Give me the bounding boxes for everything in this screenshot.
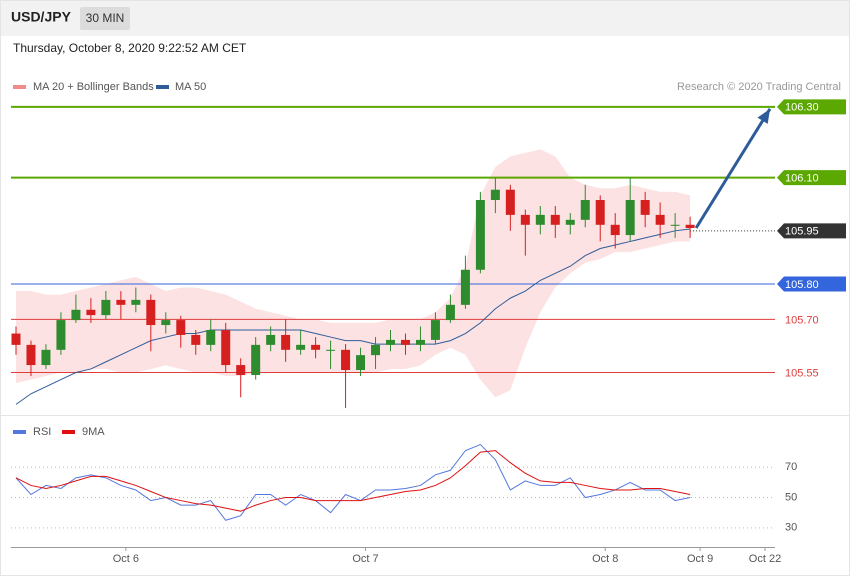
indicator-line	[15, 450, 691, 512]
level-tag	[777, 223, 846, 239]
candle-body	[490, 189, 500, 200]
level-tag	[777, 170, 846, 186]
candle-body	[445, 304, 455, 321]
candle-body	[565, 219, 575, 225]
candle-body	[161, 320, 171, 326]
level-label: 106.30	[785, 102, 819, 114]
candle-body	[341, 349, 351, 371]
candle-body	[595, 199, 605, 225]
candle-body	[386, 339, 395, 345]
candle-body	[460, 269, 470, 305]
candle-body	[550, 214, 560, 225]
candle-body	[116, 299, 126, 305]
legend-label: RSI	[33, 426, 51, 438]
candle-body	[281, 334, 291, 350]
level-tag	[777, 276, 846, 292]
y-tick-label: 30	[785, 522, 797, 534]
candle-body	[56, 320, 66, 350]
header-bar	[0, 0, 850, 36]
candle-body	[655, 214, 665, 225]
legend-swatch	[13, 85, 26, 89]
legend-swatch	[62, 430, 75, 434]
x-tick-label: Oct 9	[687, 553, 713, 565]
symbol: USD/JPY	[11, 9, 72, 25]
x-tick-label: Oct 8	[592, 553, 618, 565]
candle-body	[206, 329, 216, 345]
candle-body	[251, 344, 261, 375]
candle-body	[400, 339, 410, 345]
candle-body	[505, 189, 515, 215]
candle-body	[371, 344, 381, 356]
level-label: 105.55	[785, 367, 819, 379]
candle-body	[311, 344, 321, 350]
legend-label: MA 20 + Bollinger Bands	[33, 81, 154, 93]
level-tag	[777, 99, 846, 115]
candle-body	[430, 320, 440, 340]
candle-body	[191, 334, 201, 345]
level-label: 105.70	[785, 314, 819, 326]
candle-body	[296, 344, 306, 350]
forecast-arrow	[694, 108, 772, 229]
candle-body	[176, 320, 186, 335]
legend-swatch	[156, 85, 169, 89]
candle-body	[86, 309, 96, 316]
bollinger-band	[15, 149, 691, 398]
x-tick-label: Oct 6	[113, 553, 139, 565]
interval: 30 MIN	[86, 11, 125, 25]
candle-body	[640, 199, 650, 215]
attribution: Research © 2020 Trading Central	[677, 81, 841, 93]
ma-line	[15, 228, 691, 405]
candle-body	[101, 299, 111, 316]
interval-tag	[80, 7, 130, 30]
candle-body	[520, 214, 530, 225]
x-tick-label: Oct 7	[352, 553, 378, 565]
forecast-arrowhead	[757, 108, 770, 124]
candle-body	[535, 214, 545, 225]
candle-body	[236, 365, 246, 375]
candle-body	[221, 329, 231, 366]
candle-body	[11, 333, 21, 345]
level-label: 106.10	[785, 173, 819, 185]
legend-swatch	[13, 430, 26, 434]
candle-body	[131, 299, 141, 305]
candle-body	[356, 355, 366, 371]
candle-body	[610, 224, 620, 236]
level-label: 105.80	[785, 279, 819, 291]
timestamp: Thursday, October 8, 2020 9:22:52 AM CET	[13, 41, 247, 55]
candle-body	[326, 349, 336, 351]
indicator-line	[15, 443, 691, 521]
candle-body	[415, 339, 425, 345]
y-tick-label: 70	[785, 461, 797, 473]
y-tick-label: 50	[785, 491, 797, 503]
candle-body	[625, 199, 635, 236]
candle-body	[266, 334, 276, 345]
candle-body	[71, 309, 81, 321]
candle-body	[685, 224, 695, 228]
legend-label: MA 50	[175, 81, 206, 93]
candle-body	[26, 344, 36, 366]
candle-body	[41, 349, 51, 366]
candle-body	[580, 199, 590, 220]
candle-body	[146, 299, 156, 326]
candle-body	[475, 199, 485, 270]
candle-body	[670, 224, 680, 226]
legend-label: 9MA	[82, 426, 105, 438]
x-tick-label: Oct 22	[749, 553, 781, 565]
level-label: 105.95	[785, 226, 819, 238]
